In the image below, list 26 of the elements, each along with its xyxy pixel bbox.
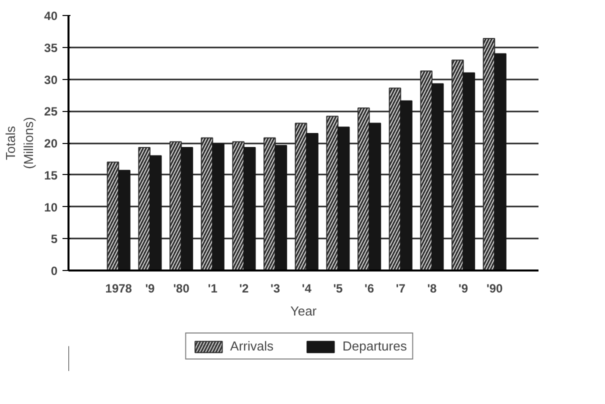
x-tick-label: '3 — [270, 282, 280, 296]
legend-label: Arrivals — [230, 338, 274, 354]
y-tick-label: 35 — [44, 40, 58, 55]
x-tick-label: '1 — [208, 282, 218, 296]
y-tick-label: 5 — [50, 232, 58, 246]
x-tick-label: '9 — [458, 282, 468, 296]
y-axis-title: Totals (Millions) — [3, 117, 36, 169]
y-tick-label: 10 — [44, 200, 58, 214]
x-axis-title: Year — [290, 304, 318, 318]
x-tick-label: '6 — [364, 282, 374, 296]
x-tick-label: '9 — [145, 282, 156, 296]
y-tick-label: 20 — [44, 136, 58, 150]
x-tick-label: '4 — [302, 282, 312, 296]
y-tick-label: 30 — [44, 72, 58, 87]
x-tick-label: '7 — [396, 282, 406, 296]
y-tick-label: 0 — [50, 264, 58, 278]
x-tick-label: '8 — [427, 282, 438, 296]
y-tick-label: 25 — [44, 104, 58, 119]
x-tick-label: 1978 — [105, 282, 132, 296]
x-tick-label: '90 — [486, 282, 504, 296]
y-tick-label: 40 — [44, 9, 58, 23]
x-tick-label: '2 — [239, 282, 250, 296]
legend-label: Departures — [342, 338, 407, 354]
x-tick-label: '80 — [173, 282, 190, 296]
y-tick-label: 15 — [44, 168, 58, 182]
x-tick-label: '5 — [333, 282, 344, 296]
